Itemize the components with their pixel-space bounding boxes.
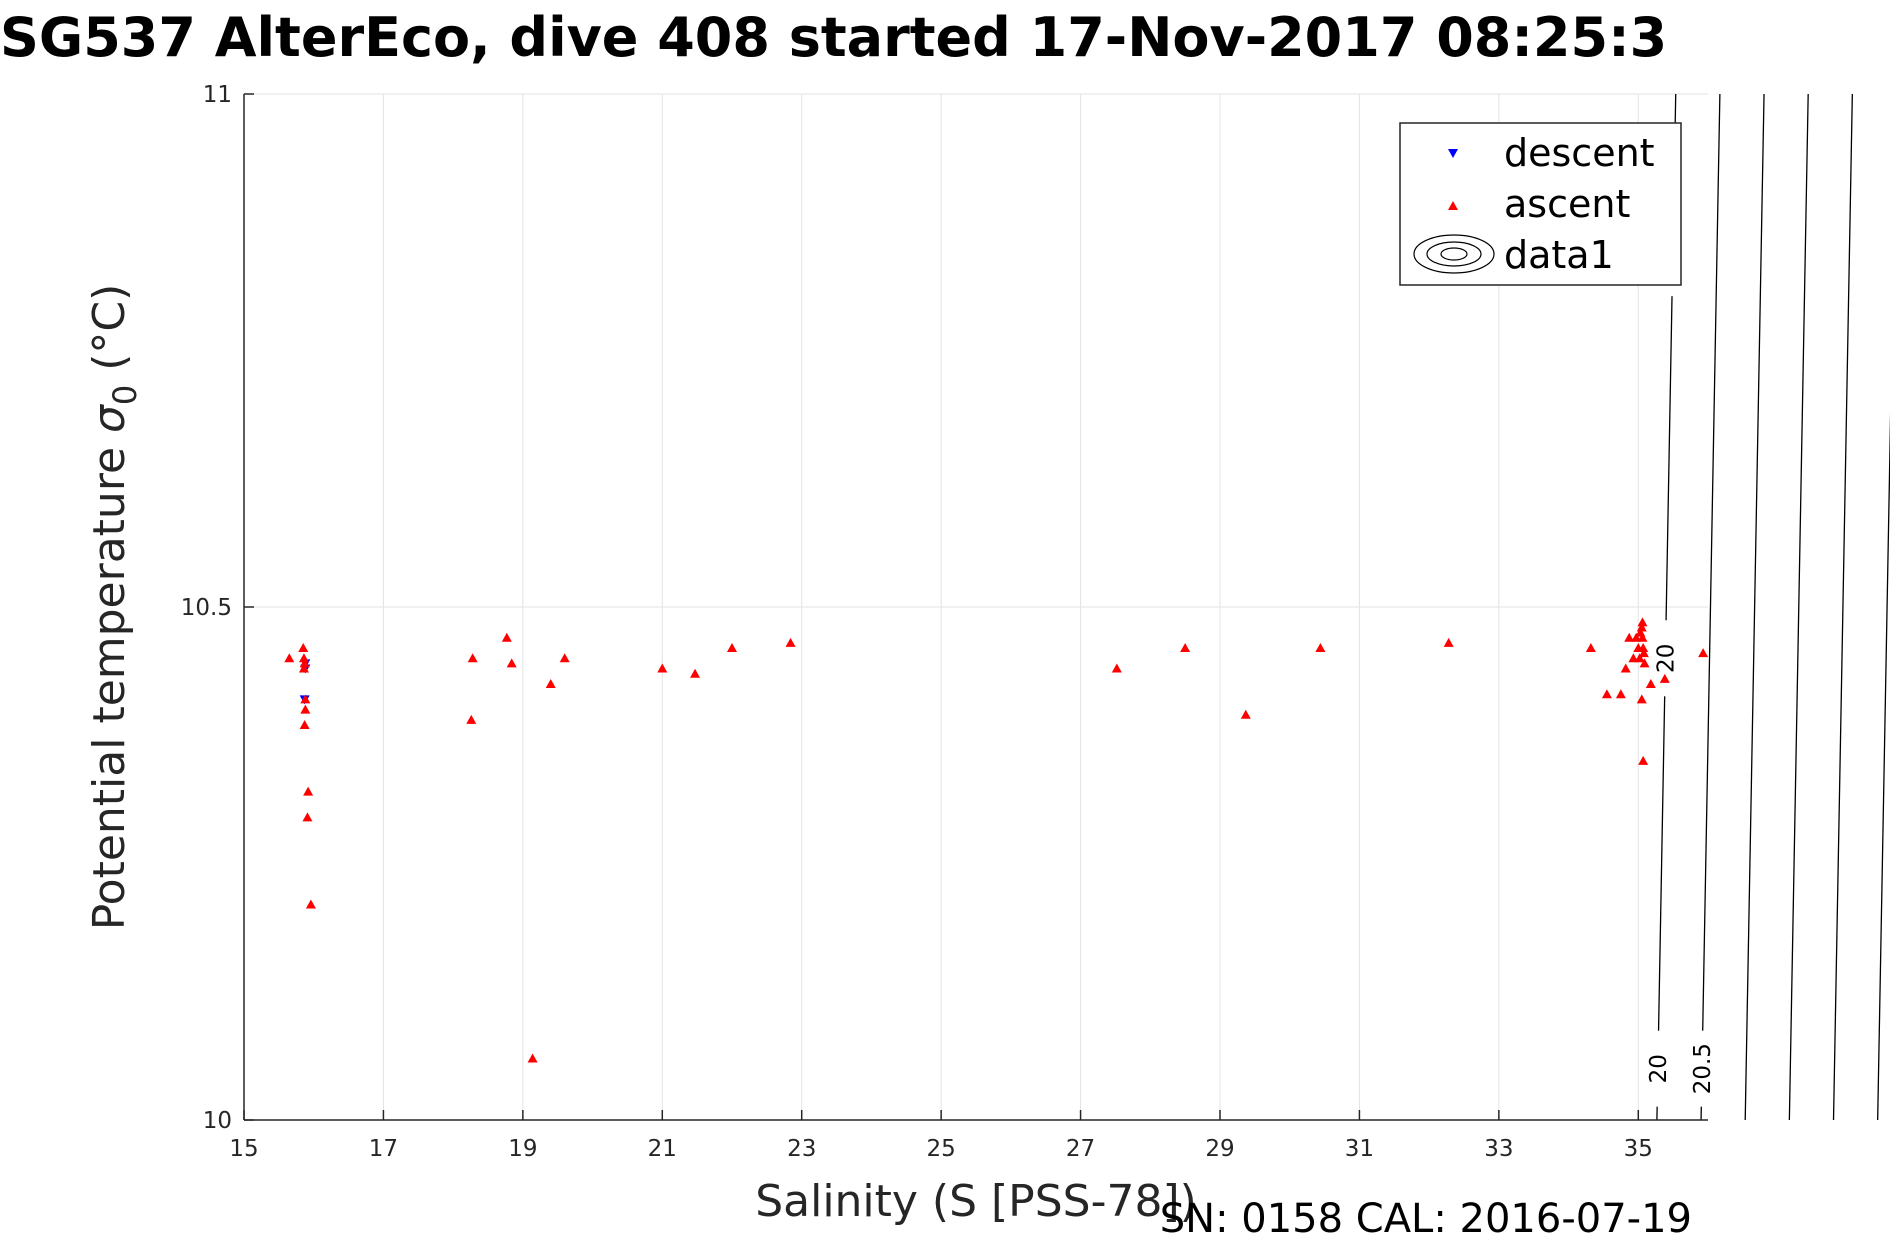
isopycnal-line	[1700, 93, 1721, 1121]
ascent-series	[284, 617, 1709, 1063]
legend-descent-label: descent	[1504, 131, 1655, 175]
contour-label-background	[1651, 620, 1680, 697]
ascent-point	[1634, 653, 1645, 663]
ascent-point	[300, 704, 311, 714]
y-axis-label: Potential temperature σ0 (°C)	[84, 284, 144, 931]
ascent-point	[1111, 663, 1122, 673]
x-tick-label: 31	[1345, 1136, 1374, 1162]
x-tick-label: 25	[927, 1136, 956, 1162]
x-tick-label: 23	[787, 1136, 816, 1162]
ascent-point	[305, 899, 316, 909]
ascent-point	[1636, 694, 1647, 704]
ascent-point	[466, 714, 477, 724]
contour-label-background	[1643, 1030, 1672, 1107]
ascent-point	[1638, 755, 1649, 765]
ascent-point	[1315, 643, 1326, 653]
y-axis-label-subscript: 0	[106, 385, 144, 405]
ascent-point	[300, 694, 311, 704]
y-tick-label: 11	[203, 82, 232, 108]
ascent-point	[506, 658, 517, 668]
x-tick-label: 17	[369, 1136, 398, 1162]
x-tick-label: 27	[1066, 1136, 1095, 1162]
y-tick-label: 10.5	[181, 595, 232, 621]
isopycnal-line	[1788, 93, 1809, 1121]
isopycnal-line	[1832, 93, 1853, 1121]
ascent-point	[302, 812, 313, 822]
ascent-point	[545, 678, 556, 688]
ascent-point	[1638, 648, 1649, 658]
serial-calibration-note: SN: 0158 CAL: 2016-07-19	[1159, 1196, 1692, 1242]
data-points	[284, 617, 1709, 1063]
ascent-point	[1624, 632, 1635, 642]
ascent-point	[559, 653, 570, 663]
contour-label-background	[1688, 1030, 1717, 1107]
ascent-point	[299, 658, 310, 668]
isopycnal-line	[1877, 412, 1890, 1121]
ascent-point	[299, 719, 310, 729]
y-ticks: 10 10.5 11	[181, 82, 254, 1134]
ascent-point	[501, 632, 512, 642]
legend-descent-marker	[1448, 149, 1458, 158]
contour-label: 20	[1646, 1054, 1672, 1083]
ascent-point	[1443, 637, 1454, 647]
ascent-point	[1180, 643, 1191, 653]
x-tick-label: 21	[648, 1136, 677, 1162]
legend-ascent-label: ascent	[1504, 182, 1630, 226]
contour-label: 20.5	[1690, 1043, 1716, 1094]
x-tick-label: 19	[508, 1136, 537, 1162]
ascent-point	[1636, 622, 1647, 632]
ascent-point	[1601, 689, 1612, 699]
ascent-point	[1639, 658, 1650, 668]
y-axis-label-unit: (°C)	[84, 284, 135, 385]
legend: descent ascent data1	[1399, 122, 1682, 286]
legend-ascent-marker	[1448, 201, 1458, 210]
legend-box	[1399, 122, 1682, 286]
ascent-point	[1638, 643, 1649, 653]
ascent-point	[303, 786, 314, 796]
ascent-point	[298, 653, 309, 663]
x-tick-label: 33	[1484, 1136, 1513, 1162]
y-axis-label-main: Potential temperature	[84, 433, 135, 930]
ascent-point	[1620, 663, 1631, 673]
ascent-point	[1659, 673, 1670, 683]
ascent-point	[657, 663, 668, 673]
ascent-point	[727, 643, 737, 653]
x-tick-label: 15	[229, 1136, 258, 1162]
legend-contour-icon	[1413, 234, 1495, 274]
y-tick-label: 10	[203, 1108, 232, 1134]
x-tick-label: 35	[1624, 1136, 1653, 1162]
ascent-point	[467, 653, 478, 663]
isopycnal-line	[1744, 93, 1765, 1121]
x-tick-label: 29	[1205, 1136, 1234, 1162]
ascent-point	[527, 1053, 538, 1063]
x-ticks: 15 17 19 21 23 25 27 29 31 33 35	[229, 1110, 1653, 1162]
y-axis-label-symbol: σ	[84, 404, 135, 433]
ascent-point	[298, 663, 309, 673]
ascent-point	[1615, 689, 1626, 699]
legend-contour-label: data1	[1504, 233, 1614, 277]
ascent-point	[1585, 643, 1596, 653]
ascent-point	[1637, 617, 1648, 627]
ascent-point	[1637, 632, 1648, 642]
ascent-point	[690, 668, 701, 678]
x-axis-label: Salinity (S [PSS-78])	[755, 1176, 1197, 1227]
chart-title: SG537 AlterEco, dive 408 started 17-Nov-…	[0, 6, 1668, 69]
ascent-point	[1645, 678, 1656, 688]
ascent-point	[785, 637, 796, 647]
ascent-point	[1240, 709, 1251, 719]
contour-label: 20	[1653, 644, 1679, 673]
ascent-point	[1698, 648, 1709, 658]
ascent-point	[284, 653, 295, 663]
ascent-point	[1628, 653, 1639, 663]
ascent-point	[298, 643, 309, 653]
ascent-point	[1631, 632, 1642, 642]
